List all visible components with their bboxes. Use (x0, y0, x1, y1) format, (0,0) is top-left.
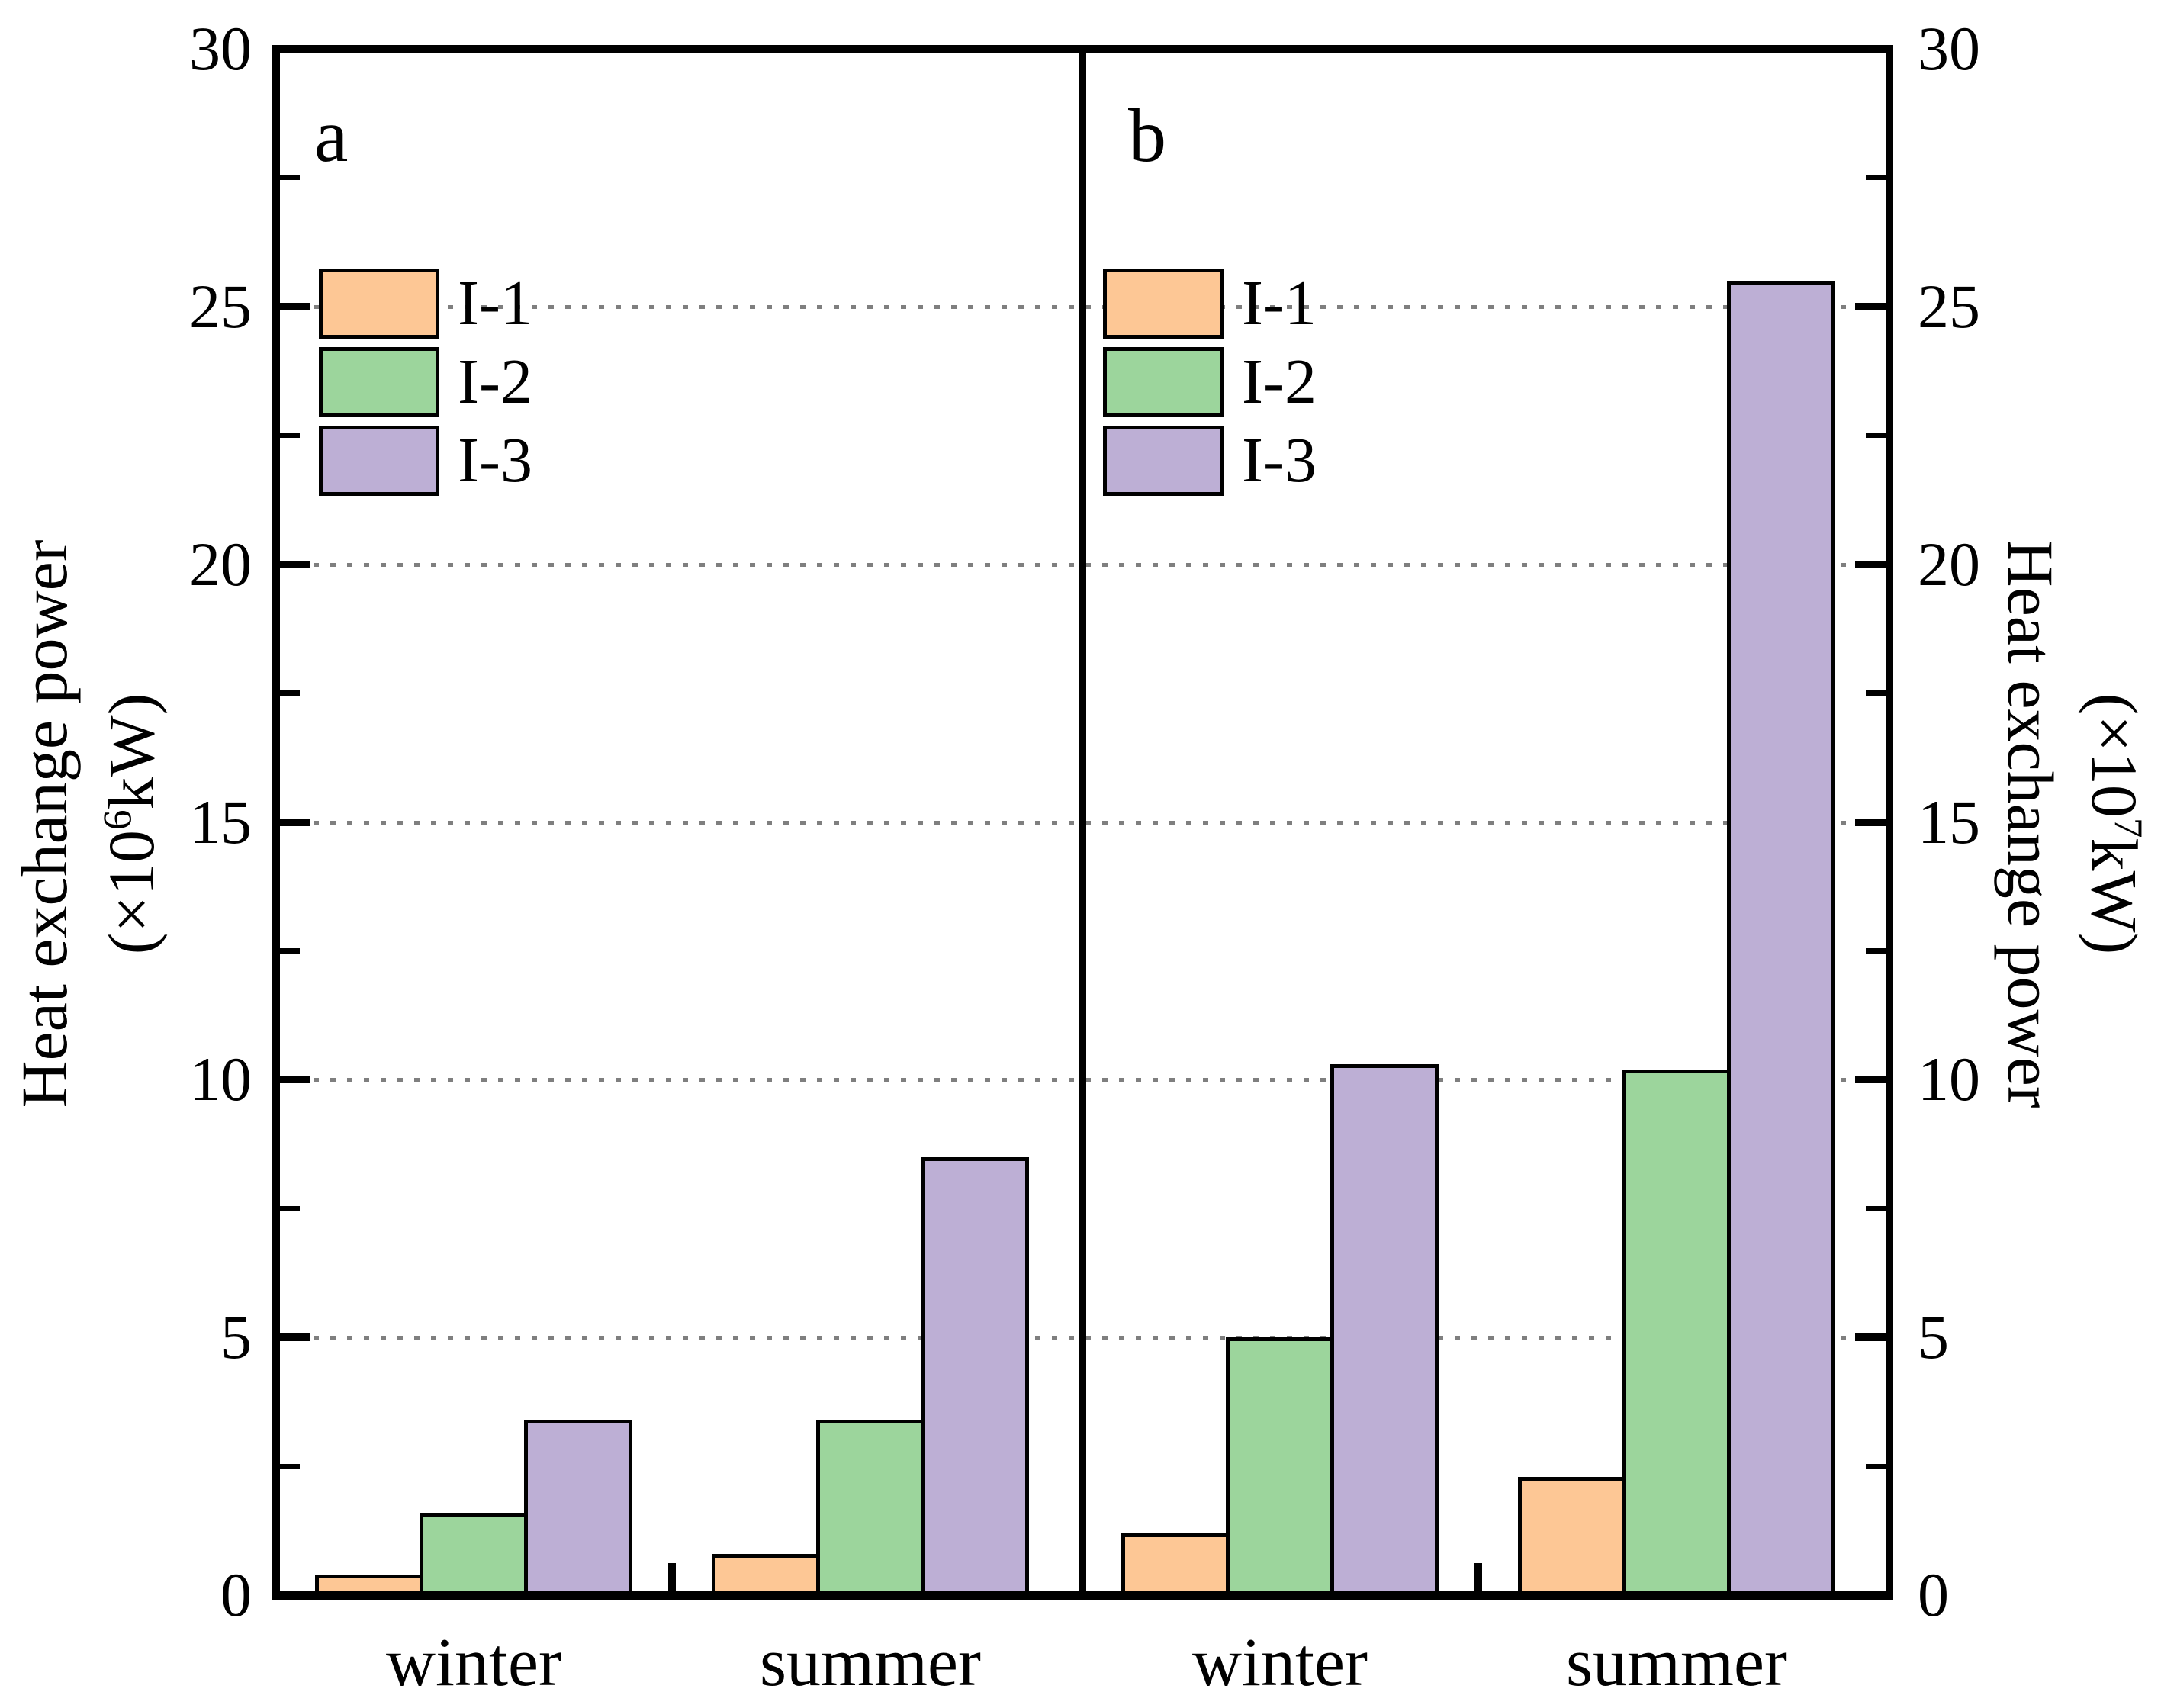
ytick-label-right-10: 10 (1918, 1044, 1980, 1115)
y-minor-tick-right-27.5 (1866, 175, 1886, 181)
y-axis-right (1886, 45, 1893, 1600)
ytick-label-right-30: 30 (1918, 14, 1980, 83)
xcat-label-b-summer: summer (1566, 1625, 1787, 1700)
ytick-label-left-20: 20 (189, 529, 252, 599)
y-minor-tick-right-17.5 (1866, 690, 1886, 696)
y-axis-title-left-exponent: 6 (94, 809, 140, 831)
panel-b-letter: b (1128, 93, 1166, 178)
y-minor-tick-right-2.5 (1866, 1463, 1886, 1469)
ytick-label-right-5: 5 (1918, 1302, 1949, 1372)
bar-b-winter-I-3 (1330, 1064, 1439, 1598)
y-axis-title-left-line2: (×106kW) (94, 693, 168, 955)
ytick-label-right-25: 25 (1918, 271, 1980, 341)
legend-swatch-b-I-3 (1103, 426, 1224, 496)
ytick-label-left-10: 10 (189, 1044, 252, 1115)
y-minor-tick-right-22.5 (1866, 433, 1886, 439)
y-major-tick-left-20 (280, 560, 310, 568)
y-minor-tick-right-12.5 (1866, 947, 1886, 954)
bar-b-winter-I-1 (1121, 1533, 1230, 1598)
ytick-label-right-15: 15 (1918, 786, 1980, 857)
y-minor-tick-right-7.5 (1866, 1205, 1886, 1211)
legend-label-a-I-2: I-2 (458, 346, 532, 417)
y-minor-tick-left-27.5 (280, 175, 300, 181)
bar-a-winter-I-3 (524, 1420, 632, 1598)
y-major-tick-left-15 (280, 818, 310, 826)
y-axis-left (272, 45, 280, 1600)
y-axis-title-left-line1: Heat exchange power (8, 539, 81, 1108)
legend-label-a-I-1: I-1 (458, 268, 532, 339)
xcat-label-b-winter: winter (1192, 1625, 1368, 1700)
y-axis-title-right-prefix: (×10 (2078, 693, 2151, 818)
ytick-label-left-30: 30 (189, 14, 252, 83)
y-major-tick-right-15 (1855, 818, 1886, 826)
y-minor-tick-left-22.5 (280, 433, 300, 439)
bar-a-summer-I-2 (816, 1420, 925, 1598)
ytick-label-left-0: 0 (220, 1560, 252, 1629)
legend-swatch-a-I-1 (319, 269, 439, 339)
x-separator-tick-a (668, 1563, 676, 1591)
legend-label-b-I-3: I-3 (1242, 425, 1317, 496)
y-major-tick-right-20 (1855, 560, 1886, 568)
ytick-label-left-15: 15 (189, 786, 252, 857)
y-minor-tick-left-12.5 (280, 947, 300, 954)
panel-a-letter: a (314, 93, 349, 178)
legend-swatch-b-I-1 (1103, 269, 1224, 339)
bar-b-summer-I-1 (1518, 1476, 1626, 1598)
y-minor-tick-left-7.5 (280, 1205, 300, 1211)
panel-divider (1079, 45, 1086, 1600)
y-axis-title-right-suffix: kW) (2078, 838, 2151, 955)
bar-b-summer-I-3 (1727, 281, 1835, 1598)
legend-swatch-b-I-2 (1103, 347, 1224, 417)
legend-label-a-I-3: I-3 (458, 425, 532, 496)
bar-a-summer-I-3 (921, 1156, 1029, 1598)
y-axis-title-left-suffix: kW) (95, 693, 168, 810)
legend-swatch-a-I-3 (319, 426, 439, 496)
y-major-tick-right-5 (1855, 1333, 1886, 1342)
ytick-label-right-20: 20 (1918, 529, 1980, 599)
xcat-label-a-summer: summer (760, 1625, 981, 1700)
bar-b-winter-I-2 (1226, 1337, 1334, 1598)
ytick-label-right-0: 0 (1918, 1560, 1949, 1629)
y-axis-title-right-exponent: 7 (2105, 817, 2152, 838)
y-major-tick-right-25 (1855, 302, 1886, 310)
y-major-tick-left-5 (280, 1333, 310, 1342)
bar-a-winter-I-2 (420, 1512, 528, 1598)
legend-label-b-I-2: I-2 (1242, 346, 1317, 417)
legend-swatch-a-I-2 (319, 347, 439, 417)
y-major-tick-left-10 (280, 1076, 310, 1084)
legend-label-b-I-1: I-1 (1242, 268, 1317, 339)
y-minor-tick-left-2.5 (280, 1463, 300, 1469)
x-separator-tick-b (1474, 1563, 1482, 1591)
y-axis-title-right-line1: Heat exchange power (1994, 539, 2067, 1108)
y-major-tick-right-10 (1855, 1076, 1886, 1084)
y-minor-tick-left-17.5 (280, 690, 300, 696)
xcat-label-a-winter: winter (386, 1625, 561, 1700)
ytick-label-left-5: 5 (220, 1302, 252, 1372)
y-axis-title-right-line2: (×107kW) (2078, 693, 2152, 955)
y-axis-title-left-prefix: (×10 (95, 830, 168, 955)
y-major-tick-left-25 (280, 302, 310, 310)
bar-b-summer-I-2 (1622, 1069, 1731, 1598)
ytick-label-left-25: 25 (189, 271, 252, 341)
